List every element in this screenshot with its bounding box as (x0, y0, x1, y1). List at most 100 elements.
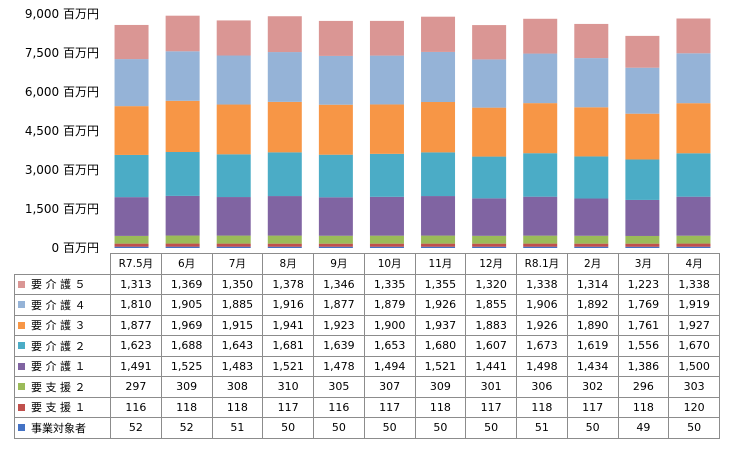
data-label: 1,926 (414, 294, 467, 316)
data-label: 1,498 (516, 355, 568, 377)
bar-segment (165, 51, 200, 101)
series-legend-cell: 要 支 援 １ (14, 396, 111, 418)
bar-segment (676, 196, 711, 236)
bar-segment (676, 153, 711, 197)
bar-segment (574, 235, 609, 244)
category-label: 9月 (313, 253, 365, 275)
data-label: 305 (313, 376, 365, 398)
y-tick-label: 9,000 百万円 (25, 7, 99, 21)
table-row: 要 介 護 ３ 1,877 1,969 1,915 1,941 1,923 1,900 1,9… (14, 314, 720, 336)
data-label: 308 (211, 376, 264, 398)
data-label: 303 (668, 376, 720, 398)
bar-segment (676, 103, 711, 154)
data-label: 1,314 (566, 273, 619, 295)
data-label: 1,927 (668, 314, 720, 336)
series-name: 要 介 護 ３ (31, 319, 86, 333)
bar-segment (369, 246, 404, 248)
series-legend-cell: 要 介 護 １ (14, 355, 111, 377)
bar-segment (318, 197, 353, 236)
data-label: 1,434 (566, 355, 619, 377)
data-label: 1,346 (313, 273, 365, 295)
bar-segment (318, 243, 353, 247)
bar-segment (523, 53, 558, 104)
data-label: 52 (110, 417, 162, 439)
bar-segment (165, 15, 200, 52)
data-label: 1,355 (414, 273, 467, 295)
bar-segment (318, 55, 353, 105)
bar-segment (114, 106, 149, 155)
data-label: 1,688 (160, 335, 213, 357)
bar-segment (625, 199, 660, 236)
bar-segment (472, 246, 507, 248)
bar-stack (216, 20, 251, 248)
legend-swatch (18, 280, 25, 288)
data-label: 309 (160, 376, 213, 398)
data-label: 1,525 (160, 355, 213, 377)
data-label: 50 (363, 417, 416, 439)
data-label: 307 (363, 376, 416, 398)
bar-segment (676, 53, 711, 104)
bar-segment (165, 243, 200, 247)
bar-segment (369, 55, 404, 105)
data-label: 1,879 (363, 294, 416, 316)
data-label: 1,623 (110, 335, 162, 357)
category-label: 2月 (566, 253, 619, 275)
bar-segment (267, 16, 302, 53)
data-label: 1,905 (160, 294, 213, 316)
series-name: 事業対象者 (31, 421, 86, 435)
bar-segment (114, 246, 149, 248)
bar-stack (421, 16, 456, 248)
data-label: 1,607 (465, 335, 517, 357)
category-label: 8月 (262, 253, 314, 275)
series-name: 要 支 援 ２ (31, 380, 86, 394)
data-label: 1,916 (262, 294, 314, 316)
data-label: 1,969 (160, 314, 213, 336)
bar-segment (625, 67, 660, 114)
legend-swatch (18, 362, 25, 370)
bar-segment (216, 246, 251, 248)
data-label: 302 (566, 376, 619, 398)
data-table: R7.5月 6月 7月 8月 9月 10月 11月 12月 R8.1月 2月 3月 4月要 介 護 ５… (14, 253, 720, 439)
bar-segment (165, 195, 200, 236)
bar-segment (523, 196, 558, 236)
series-legend-cell: 要 介 護 ３ (14, 314, 111, 336)
data-label: 120 (668, 396, 720, 418)
bar-segment (625, 159, 660, 200)
data-label: 1,919 (668, 294, 720, 316)
bar-segment (472, 243, 507, 247)
bar-stack (574, 23, 609, 248)
data-label: 1,915 (211, 314, 264, 336)
bar-segment (114, 154, 149, 198)
data-label: 49 (617, 417, 670, 439)
y-tick-label: 1,500 百万円 (25, 202, 99, 216)
data-label: 1,500 (668, 355, 720, 377)
bar-stack (165, 15, 200, 248)
data-label: 1,761 (617, 314, 670, 336)
legend-swatch (18, 342, 25, 350)
data-label: 1,335 (363, 273, 416, 295)
series-legend-cell: 要 介 護 ２ (14, 335, 111, 357)
data-label: 1,670 (668, 335, 720, 357)
data-label: 50 (668, 417, 720, 439)
legend-swatch (18, 321, 25, 329)
bar-segment (676, 243, 711, 247)
bar-segment (472, 198, 507, 236)
data-label: 1,643 (211, 335, 264, 357)
bar-stack (318, 20, 353, 248)
bar-segment (421, 196, 456, 236)
bar-segment (267, 243, 302, 247)
category-label: 7月 (211, 253, 264, 275)
data-label: 1,680 (414, 335, 467, 357)
y-tick-label: 7,500 百万円 (25, 46, 99, 60)
bar-segment (523, 246, 558, 248)
bar-segment (369, 104, 404, 154)
legend-swatch (18, 383, 25, 391)
bar-segment (165, 152, 200, 196)
data-label: 306 (516, 376, 568, 398)
bar-segment (574, 107, 609, 157)
data-label: 117 (566, 396, 619, 418)
data-label: 1,883 (465, 314, 517, 336)
data-label: 1,937 (414, 314, 467, 336)
data-label: 118 (516, 396, 568, 418)
data-label: 1,810 (110, 294, 162, 316)
